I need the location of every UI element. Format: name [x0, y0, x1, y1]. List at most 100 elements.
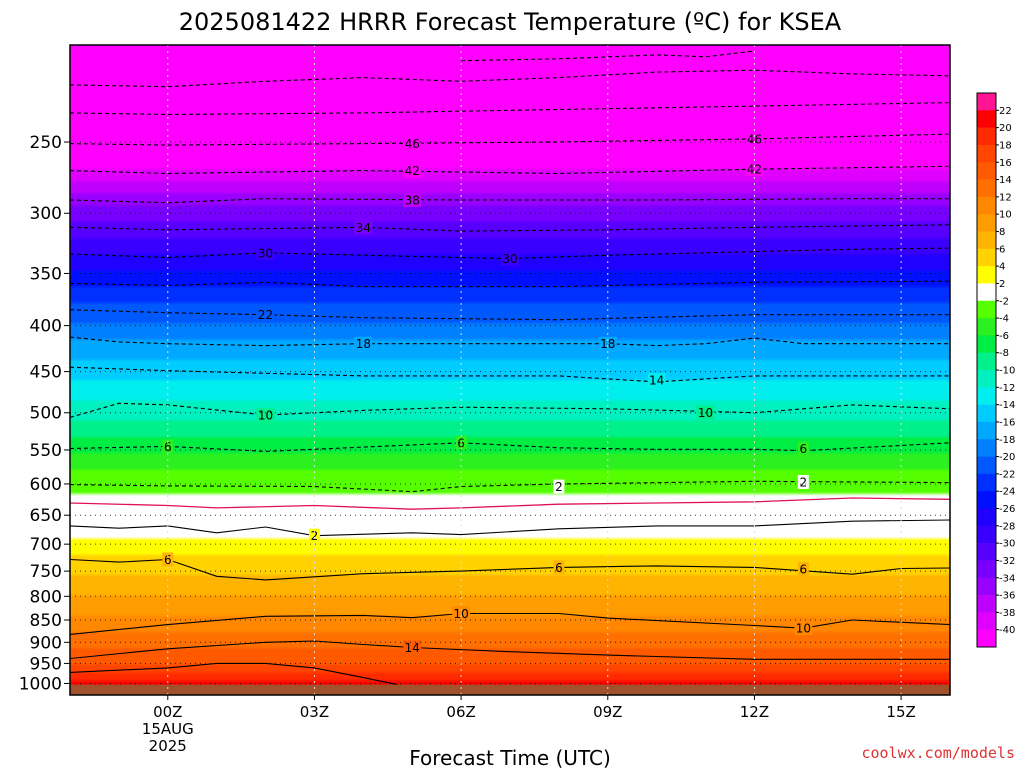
isotherm-label: 38 — [405, 194, 420, 208]
y-tick-label: 800 — [30, 587, 62, 607]
x-tick-label: 15AUG — [142, 720, 194, 738]
y-tick-label: 900 — [30, 633, 62, 653]
isotherm-label: 10 — [453, 607, 468, 621]
isotherm-label: 18 — [356, 337, 371, 351]
isotherm-label: 22 — [258, 308, 273, 322]
isotherm-label: 2 — [311, 529, 319, 543]
y-tick-label: 250 — [30, 133, 62, 153]
colorbar-label: 4 — [999, 262, 1005, 273]
colorbar-label: -38 — [999, 608, 1015, 619]
isotherm-line — [70, 102, 950, 116]
isotherm-label: 46 — [405, 137, 420, 151]
colorbar-swatch — [977, 127, 996, 146]
isotherm-label-bg — [354, 220, 373, 235]
colorbar-label: 14 — [999, 175, 1012, 186]
isotherm-line — [461, 50, 755, 62]
colorbar-swatch — [977, 543, 996, 561]
colorbar-label: -14 — [999, 400, 1015, 411]
colorbar-label: 6 — [999, 244, 1005, 255]
isotherm-label: 2 — [800, 475, 808, 489]
y-tick-label: 850 — [30, 611, 62, 631]
colorbar-label: -18 — [999, 435, 1015, 446]
y-tick-label: 500 — [30, 404, 62, 424]
colorbar-swatch — [977, 404, 996, 423]
isotherm-label-bg — [797, 441, 809, 456]
x-tick-label: 03Z — [300, 703, 329, 721]
colorbar-swatch — [977, 387, 996, 405]
colorbar-label: -6 — [999, 331, 1009, 342]
y-tick-label: 700 — [30, 535, 62, 555]
colorbar-swatch — [977, 283, 996, 302]
colorbar-swatch — [977, 629, 996, 648]
isotherm-label: 6 — [457, 436, 465, 450]
y-tick-label: 550 — [30, 441, 62, 461]
colorbar-label: 22 — [999, 106, 1012, 117]
colorbar-label: -12 — [999, 383, 1015, 394]
colorbar-swatch — [977, 439, 996, 457]
isotherm-line — [70, 133, 950, 146]
isotherm-label: 6 — [800, 563, 808, 577]
isotherm-label-bg — [553, 560, 565, 575]
isotherm-label-bg — [794, 621, 813, 636]
isotherm-label: 10 — [796, 622, 811, 636]
colorbar-swatch — [977, 508, 996, 527]
colorbar-swatch — [977, 577, 996, 596]
colorbar-label: 8 — [999, 227, 1005, 238]
isotherm-line — [70, 442, 950, 452]
isotherm-label-bg — [797, 474, 809, 489]
isotherm-label-bg — [403, 193, 422, 208]
colorbar-swatch — [977, 93, 996, 111]
isotherm-label: 6 — [164, 553, 172, 567]
colorbar-swatch — [977, 525, 996, 544]
x-tick-label: 2025 — [149, 737, 187, 755]
isotherm-label: 6 — [555, 561, 563, 575]
colorbar-label: -34 — [999, 573, 1015, 584]
isotherm-label: 34 — [356, 221, 371, 235]
ground-terrain — [70, 684, 950, 695]
isotherm-line — [70, 640, 950, 660]
isotherm-label-bg — [256, 245, 275, 260]
colorbar-label: -22 — [999, 469, 1015, 480]
y-axis: 2503003504004505005506006507007508008509… — [19, 133, 70, 694]
y-tick-label: 650 — [30, 506, 62, 526]
colorbar-label: 18 — [999, 140, 1012, 151]
isotherm-line — [70, 366, 950, 383]
isotherm-label: 46 — [747, 132, 762, 146]
isotherm-line — [70, 247, 950, 260]
colorbar-swatch — [977, 456, 996, 475]
isotherm-label: 2 — [555, 480, 563, 494]
colorbar-swatch — [977, 248, 996, 267]
isotherm-label: 6 — [800, 442, 808, 456]
grid-layer — [70, 45, 950, 695]
colorbar-label: -28 — [999, 521, 1015, 532]
x-tick-label: 09Z — [593, 703, 622, 721]
y-tick-label: 300 — [30, 204, 62, 224]
colorbar-swatch — [977, 612, 996, 630]
colorbar-swatch — [977, 370, 996, 388]
colorbar-label: 10 — [999, 210, 1012, 221]
credit-link[interactable]: coolwx.com/models — [861, 744, 1015, 762]
isotherm-line — [70, 480, 950, 493]
colorbar-swatch — [977, 196, 996, 215]
isotherm-label: 10 — [258, 409, 273, 423]
colorbar-label: -2 — [999, 296, 1009, 307]
isotherm-label-bg — [308, 528, 320, 543]
isotherm-label-bg — [797, 562, 809, 577]
colorbar-swatch — [977, 560, 996, 579]
colorbar-swatch — [977, 179, 996, 198]
colorbar-swatch — [977, 421, 996, 440]
colorbar-swatch — [977, 266, 996, 284]
isotherm-label-bg — [354, 336, 373, 351]
colorbar-swatch — [977, 144, 996, 163]
x-tick-label: 15Z — [886, 703, 915, 721]
isotherm-label-bg — [745, 162, 764, 177]
colorbar-label: 16 — [999, 158, 1012, 169]
isotherm-line — [70, 224, 950, 232]
isotherm-label: 14 — [405, 641, 420, 655]
isotherm-label: 30 — [502, 252, 517, 266]
isotherm-label: 42 — [405, 164, 420, 178]
isotherm-label-bg — [256, 307, 275, 322]
isotherm-line — [70, 280, 950, 288]
isotherm-line — [70, 402, 950, 418]
